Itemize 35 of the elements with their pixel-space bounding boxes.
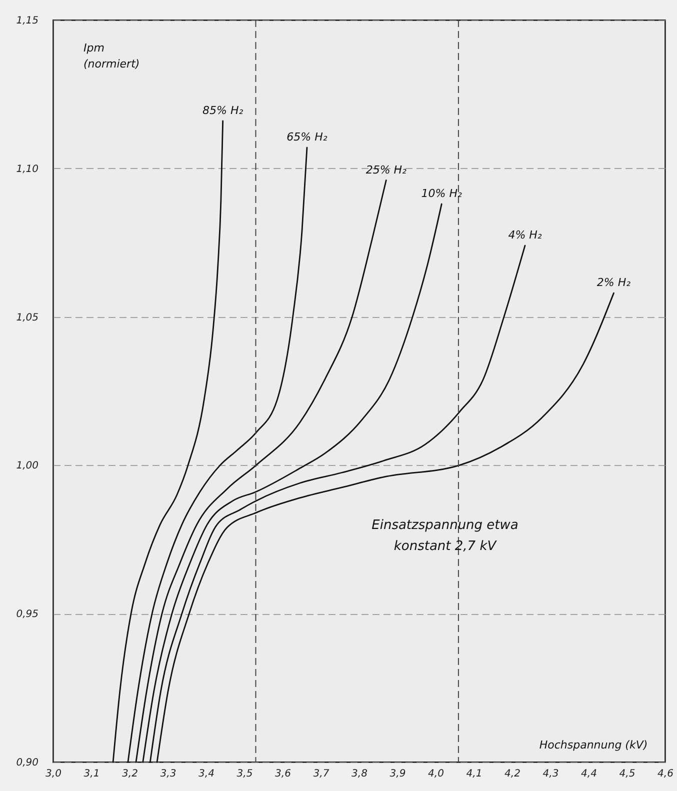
x-tick-label: 3,0 xyxy=(46,768,62,780)
x-tick-label: 3,2 xyxy=(122,768,138,780)
x-tick-label: 4,2 xyxy=(504,768,520,780)
x-tick-label: 3,6 xyxy=(275,768,291,780)
x-tick-label: 3,3 xyxy=(160,768,176,780)
annotation: Einsatzspannung etwa konstant 2,7 kV xyxy=(372,518,518,554)
y-tick-label: 1,00 xyxy=(16,460,38,472)
x-tick-label: 4,0 xyxy=(428,768,444,780)
x-tick-label: 3,4 xyxy=(198,768,214,780)
y-tick-label: 1,15 xyxy=(16,16,38,26)
series-label: 4% H₂ xyxy=(508,228,542,242)
line-series xyxy=(149,244,526,763)
series-label: 10% H₂ xyxy=(421,187,463,200)
x-tick-label: 3,8 xyxy=(352,768,368,780)
series-label: 2% H₂ xyxy=(596,276,632,290)
x-axis-title: Hochspannung (kV) xyxy=(539,738,648,752)
x-tick-label: 3,7 xyxy=(313,768,330,780)
line-series xyxy=(127,146,308,763)
y-axis-title: Ipm (normiert) xyxy=(84,42,140,70)
y-tick-label: 1,05 xyxy=(16,312,38,324)
series-label: 25% H₂ xyxy=(366,163,408,176)
x-tick-label: 4,5 xyxy=(619,768,636,780)
x-tick-label: 4,1 xyxy=(466,768,482,780)
series-label: 85% H₂ xyxy=(202,104,244,117)
series-label: 65% H₂ xyxy=(286,130,328,144)
x-tick-label: 4,3 xyxy=(542,768,559,780)
line-series xyxy=(112,120,224,763)
y-tick-label: 1,10 xyxy=(16,164,38,175)
x-tick-label: 4,6 xyxy=(658,768,674,780)
x-tick-label: 3,1 xyxy=(84,768,100,780)
y-tick-label: 0,90 xyxy=(16,758,38,768)
x-tick-label: 4,4 xyxy=(581,768,597,780)
y-tick-label: 0,95 xyxy=(16,609,38,620)
x-tick-label: 3,5 xyxy=(236,768,253,780)
x-tick-label: 3,9 xyxy=(390,768,406,780)
